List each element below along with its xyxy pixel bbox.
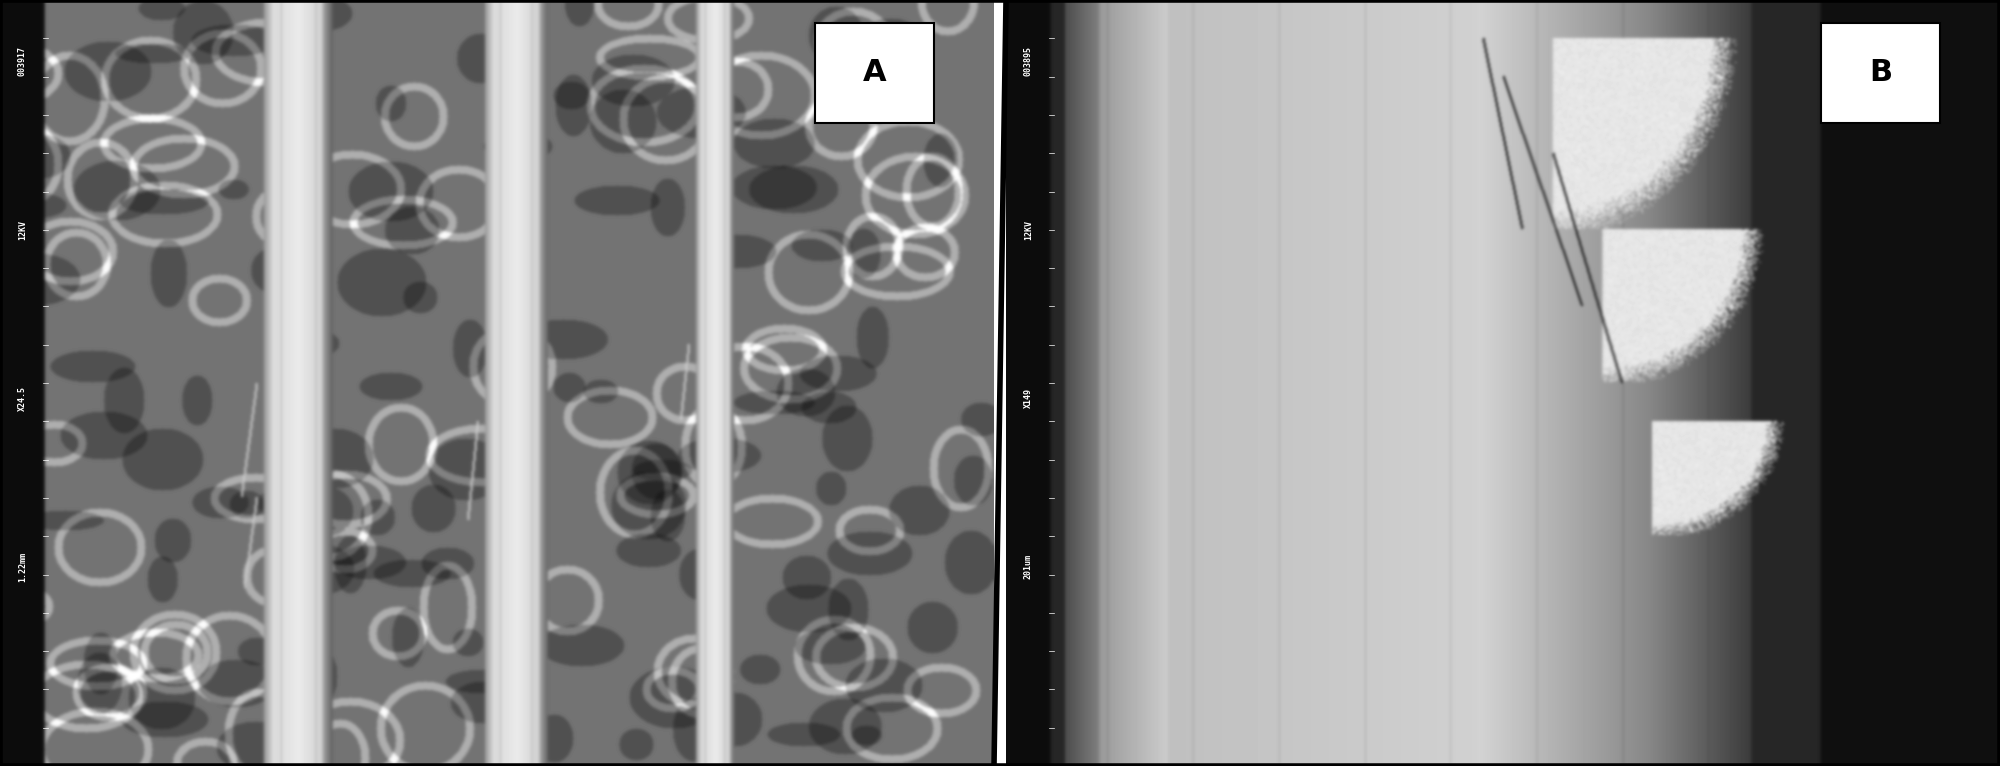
Text: X24.5: X24.5 — [18, 386, 26, 411]
Text: X149: X149 — [1024, 388, 1032, 408]
FancyBboxPatch shape — [816, 23, 934, 123]
Text: 12KV: 12KV — [1024, 220, 1032, 240]
Text: B: B — [1870, 58, 1892, 87]
FancyBboxPatch shape — [1822, 23, 1940, 123]
Text: 201um: 201um — [1024, 555, 1032, 579]
Text: A: A — [862, 58, 886, 87]
Text: 1.22mm: 1.22mm — [18, 552, 26, 582]
Text: 003917: 003917 — [18, 46, 26, 77]
Text: 003895: 003895 — [1024, 46, 1032, 77]
Text: 12KV: 12KV — [18, 220, 26, 240]
